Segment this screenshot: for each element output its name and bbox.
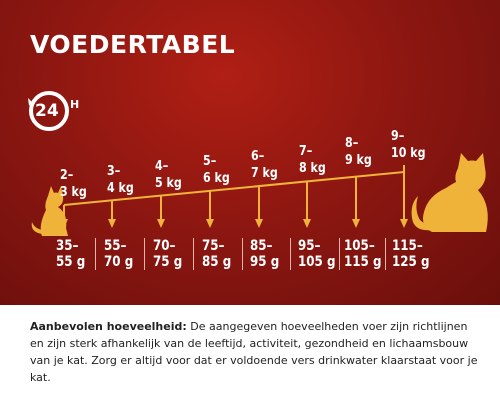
badge-number: 24	[35, 101, 59, 121]
amount-divider	[95, 238, 96, 270]
page-title: VOEDERTABEL	[30, 30, 236, 59]
weight-label-6: 7– 8 kg	[299, 144, 326, 176]
amount-divider	[290, 238, 291, 270]
arrow-4	[206, 191, 214, 228]
amount-label-6: 95– 105 g	[298, 238, 336, 270]
amount-divider	[242, 238, 243, 270]
amount-label-4: 75– 85 g	[202, 238, 232, 270]
amount-divider	[144, 238, 145, 270]
arrow-2	[108, 200, 116, 228]
amount-label-3: 70– 75 g	[153, 238, 183, 270]
weight-label-7: 8– 9 kg	[345, 136, 372, 168]
arrow-5	[255, 186, 263, 228]
amount-divider	[339, 238, 340, 270]
amount-label-2: 55– 70 g	[104, 238, 134, 270]
feeding-table-panel: VOEDERTABEL 24 H 2– 3 kg	[0, 0, 500, 305]
arrow-3	[157, 195, 165, 228]
growth-line	[63, 171, 405, 206]
recommendation-note: Aanbevolen hoeveelheid: De aangegeven ho…	[30, 318, 478, 386]
weight-label-3: 4– 5 kg	[155, 159, 182, 191]
arrow-6	[303, 181, 311, 228]
weight-label-5: 6– 7 kg	[251, 149, 278, 181]
amount-divider	[385, 238, 386, 270]
amount-label-1: 35– 55 g	[56, 238, 86, 270]
amount-divider	[193, 238, 194, 270]
growth-diagram	[31, 153, 488, 236]
amount-label-7: 105– 115 g	[344, 238, 382, 270]
clock-icon	[28, 91, 69, 131]
cat-icon	[411, 153, 488, 232]
24h-badge: 24 H	[26, 88, 106, 138]
weight-label-8: 9– 10 kg	[391, 129, 426, 161]
badge-unit: H	[70, 98, 80, 111]
weight-label-1: 2– 3 kg	[60, 168, 87, 200]
arrow-7	[352, 177, 360, 228]
weight-label-2: 3– 4 kg	[107, 164, 134, 196]
note-text: De aangegeven hoeveelheden voer zijn ric…	[30, 320, 478, 384]
amount-label-5: 85– 95 g	[250, 238, 280, 270]
amount-label-8: 115– 125 g	[392, 238, 430, 270]
note-label: Aanbevolen hoeveelheid:	[30, 320, 187, 333]
arrow-8	[400, 165, 408, 228]
weight-label-4: 5– 6 kg	[203, 154, 230, 186]
kitten-icon	[31, 186, 68, 236]
